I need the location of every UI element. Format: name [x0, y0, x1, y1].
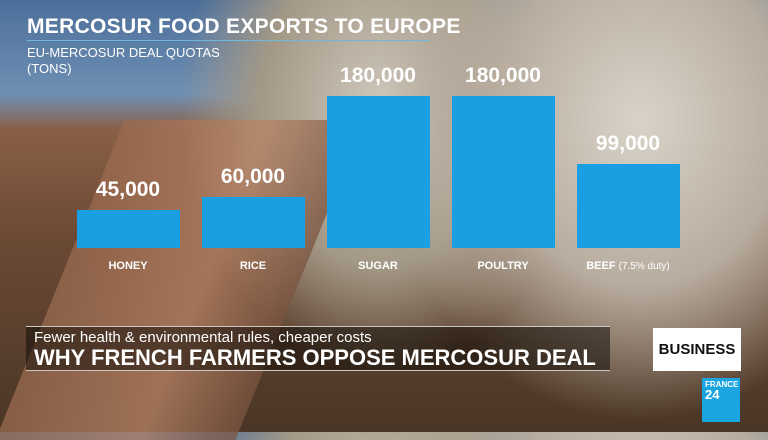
value-label: 60,000: [220, 165, 286, 189]
chart-title: MERCOSUR FOOD EXPORTS TO EUROPE: [27, 15, 461, 38]
category-label: HONEY: [48, 260, 208, 272]
category-label: POULTRY: [423, 260, 583, 272]
bar-poultry: [452, 96, 555, 248]
title-divider: [27, 40, 430, 41]
category-label: BEEF (7.5% duty): [548, 260, 708, 272]
section-badge: BUSINESS: [653, 328, 741, 371]
value-label: 45,000: [95, 178, 161, 201]
category-label: RICE: [173, 260, 333, 272]
kicker-text: Fewer health & environmental rules, chea…: [34, 329, 372, 346]
lower-third-band: [26, 326, 610, 371]
chart-subtitle: EU-MERCOSUR DEAL QUOTAS (TONS): [27, 45, 220, 77]
subtitle-text: EU-MERCOSUR DEAL QUOTAS: [27, 45, 220, 60]
bar-beef: [577, 164, 680, 248]
unit-text: (TONS): [27, 61, 72, 76]
france24-logo: FRANCE 24: [702, 378, 740, 422]
category-label: SUGAR: [298, 260, 458, 272]
category-note: (7.5% duty): [618, 261, 670, 272]
category-name: POULTRY: [477, 260, 529, 272]
headline-text: WHY FRENCH FARMERS OPPOSE MERCOSUR DEAL: [34, 345, 596, 370]
category-name: SUGAR: [358, 260, 398, 272]
value-label: 180,000: [340, 64, 416, 87]
bar-rice: [202, 197, 305, 248]
category-name: RICE: [239, 260, 267, 272]
bar-sugar: [327, 96, 430, 248]
category-name: HONEY: [108, 260, 148, 272]
logo-line1: FRANCE: [705, 380, 739, 389]
logo-line2: 24: [705, 387, 720, 402]
category-name: BEEF: [586, 260, 616, 272]
value-label: 99,000: [595, 132, 661, 156]
bar-honey: [77, 210, 180, 248]
value-label: 180,000: [465, 64, 541, 87]
